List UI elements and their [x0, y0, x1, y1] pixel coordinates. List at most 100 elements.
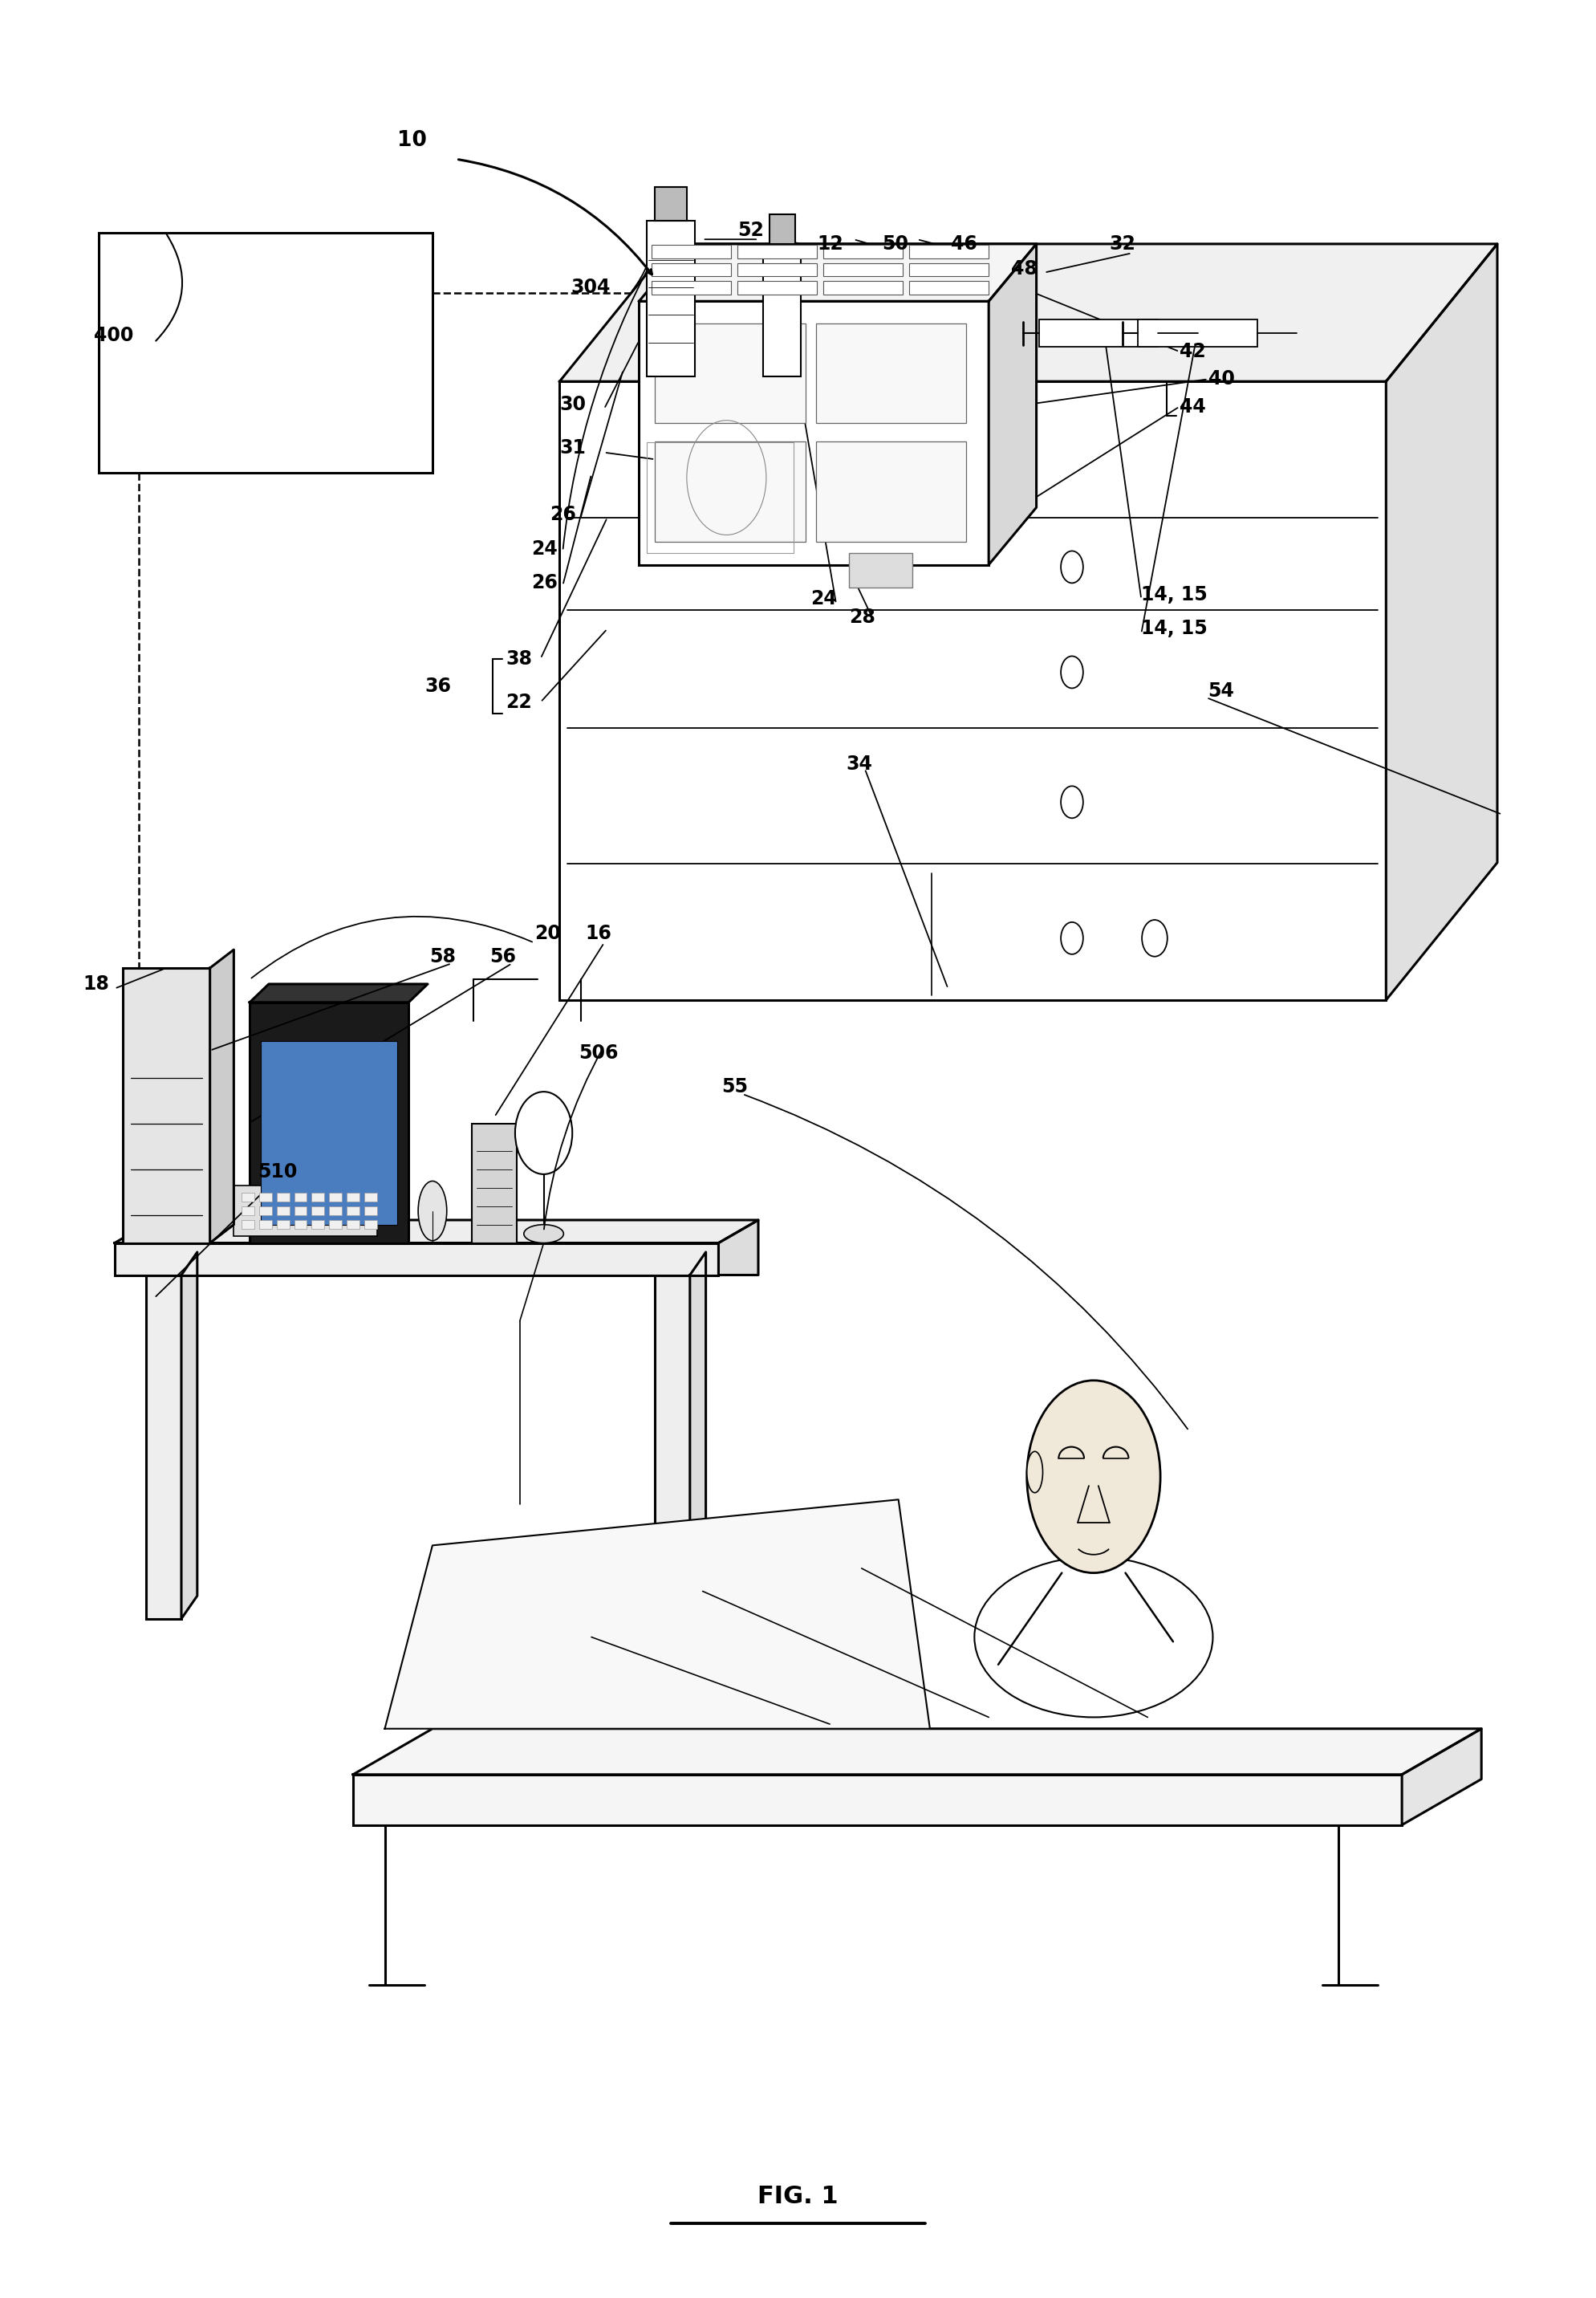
- Circle shape: [1141, 919, 1167, 956]
- Bar: [654, 1275, 689, 1618]
- Bar: [99, 232, 433, 473]
- Text: 30: 30: [560, 395, 586, 414]
- Bar: [147, 1275, 182, 1618]
- Polygon shape: [638, 244, 1036, 301]
- Text: 52: 52: [737, 221, 764, 239]
- Polygon shape: [560, 244, 1497, 381]
- Bar: [260, 1041, 397, 1225]
- Text: 14, 15: 14, 15: [1141, 618, 1208, 639]
- Bar: [646, 444, 793, 554]
- Bar: [276, 1206, 289, 1216]
- Bar: [294, 1206, 306, 1216]
- Polygon shape: [689, 1252, 705, 1618]
- Text: 48: 48: [1010, 260, 1037, 278]
- Circle shape: [1061, 657, 1084, 687]
- Bar: [259, 1206, 271, 1216]
- Ellipse shape: [1026, 1452, 1042, 1494]
- Bar: [1039, 319, 1159, 347]
- Text: 12: 12: [817, 234, 843, 253]
- Bar: [276, 1193, 289, 1202]
- Text: 54: 54: [1208, 680, 1234, 701]
- Bar: [816, 441, 966, 542]
- Bar: [353, 1774, 1401, 1825]
- Text: 10: 10: [397, 131, 428, 152]
- Text: 24: 24: [531, 540, 557, 558]
- Ellipse shape: [975, 1556, 1213, 1717]
- Bar: [241, 1220, 254, 1229]
- Bar: [651, 246, 731, 257]
- Text: 55: 55: [721, 1078, 749, 1096]
- Text: 46: 46: [951, 234, 977, 253]
- Bar: [241, 1206, 254, 1216]
- Ellipse shape: [523, 1225, 563, 1243]
- Polygon shape: [988, 244, 1036, 565]
- Bar: [276, 1220, 289, 1229]
- Text: 32: 32: [1109, 234, 1136, 253]
- Bar: [364, 1206, 377, 1216]
- Polygon shape: [718, 1220, 758, 1275]
- Text: 400: 400: [94, 326, 134, 345]
- Text: 18: 18: [83, 974, 109, 993]
- Bar: [824, 280, 903, 294]
- Polygon shape: [211, 949, 233, 1243]
- Bar: [654, 441, 806, 542]
- Bar: [910, 262, 988, 276]
- Bar: [259, 1193, 271, 1202]
- Text: 16: 16: [586, 924, 611, 942]
- Bar: [654, 324, 806, 423]
- Text: 40: 40: [1208, 370, 1234, 388]
- Text: 22: 22: [506, 692, 531, 712]
- Bar: [249, 1002, 409, 1243]
- Text: 24: 24: [811, 591, 836, 609]
- Circle shape: [1061, 921, 1084, 954]
- Polygon shape: [115, 1220, 758, 1243]
- Circle shape: [1026, 1381, 1160, 1572]
- Bar: [329, 1206, 342, 1216]
- Polygon shape: [1401, 1728, 1481, 1825]
- Bar: [123, 967, 211, 1243]
- Text: 26: 26: [531, 574, 557, 593]
- Text: 44: 44: [1179, 398, 1205, 416]
- Bar: [259, 1220, 271, 1229]
- Bar: [737, 262, 817, 276]
- Polygon shape: [353, 1728, 1481, 1774]
- Bar: [329, 1193, 342, 1202]
- Bar: [294, 1193, 306, 1202]
- Bar: [737, 280, 817, 294]
- Ellipse shape: [418, 1181, 447, 1241]
- Bar: [769, 214, 795, 244]
- Bar: [849, 554, 913, 588]
- Text: 31: 31: [560, 439, 586, 457]
- Bar: [560, 381, 1385, 1000]
- Text: 304: 304: [571, 278, 610, 296]
- Text: 34: 34: [846, 754, 871, 774]
- Bar: [824, 246, 903, 257]
- Bar: [364, 1220, 377, 1229]
- Bar: [638, 301, 988, 565]
- Bar: [816, 324, 966, 423]
- Bar: [115, 1243, 718, 1275]
- Polygon shape: [385, 1501, 930, 1728]
- Bar: [311, 1220, 324, 1229]
- Text: 58: 58: [429, 947, 456, 965]
- Bar: [651, 280, 731, 294]
- Polygon shape: [1385, 244, 1497, 1000]
- Bar: [294, 1220, 306, 1229]
- Bar: [472, 1124, 517, 1243]
- Bar: [233, 1186, 377, 1236]
- Text: 26: 26: [551, 506, 576, 524]
- Bar: [346, 1193, 359, 1202]
- Polygon shape: [182, 1252, 198, 1618]
- Bar: [311, 1193, 324, 1202]
- Bar: [763, 244, 801, 377]
- Text: 14, 15: 14, 15: [1141, 586, 1208, 604]
- Text: 56: 56: [490, 947, 516, 965]
- Text: 510: 510: [257, 1163, 297, 1181]
- Text: 20: 20: [535, 924, 560, 942]
- Text: 38: 38: [506, 648, 531, 669]
- Text: 42: 42: [1179, 342, 1205, 361]
- Bar: [824, 262, 903, 276]
- Bar: [646, 221, 694, 377]
- Circle shape: [1061, 552, 1084, 584]
- Bar: [346, 1206, 359, 1216]
